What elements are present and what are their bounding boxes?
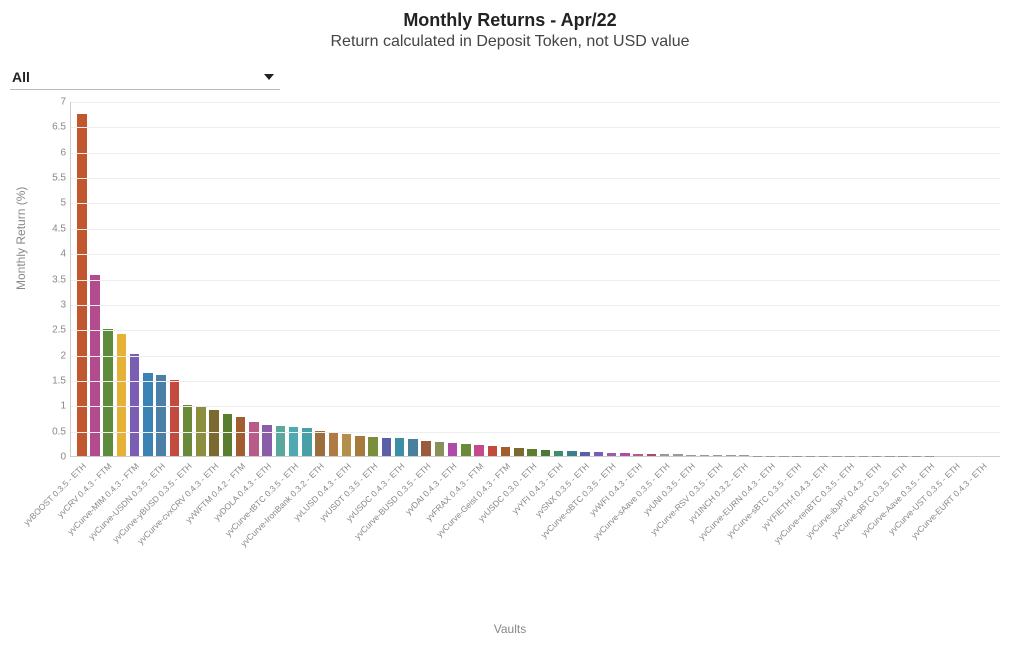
bar[interactable] <box>170 380 180 456</box>
bar[interactable] <box>700 455 710 456</box>
y-tick: 3.5 <box>41 274 66 285</box>
bar[interactable] <box>554 451 564 456</box>
grid-line <box>71 356 1000 357</box>
bar[interactable] <box>103 329 113 456</box>
bar[interactable] <box>156 375 166 456</box>
grid-line <box>71 203 1000 204</box>
y-tick: 7 <box>41 97 66 108</box>
grid-line <box>71 406 1000 407</box>
bar[interactable] <box>448 443 458 456</box>
bar[interactable] <box>355 436 365 456</box>
grid-line <box>71 178 1000 179</box>
bar[interactable] <box>368 437 378 456</box>
bar[interactable] <box>739 455 749 456</box>
bar[interactable] <box>501 447 511 456</box>
bar[interactable] <box>620 453 630 456</box>
bar[interactable] <box>647 454 657 456</box>
bar[interactable] <box>408 439 418 456</box>
bar[interactable] <box>726 455 736 456</box>
bar[interactable] <box>183 405 193 456</box>
chart-titles: Monthly Returns - Apr/22 Return calculat… <box>0 0 1020 51</box>
grid-line <box>71 102 1000 103</box>
y-tick: 4 <box>41 249 66 260</box>
grid-line <box>71 381 1000 382</box>
grid-line <box>71 330 1000 331</box>
bar[interactable] <box>766 456 776 457</box>
x-axis-label: Vaults <box>494 622 526 636</box>
y-tick: 0.5 <box>41 426 66 437</box>
bar[interactable] <box>223 414 233 456</box>
bar[interactable] <box>713 455 723 456</box>
bar[interactable] <box>514 448 524 456</box>
chart: 00.511.522.533.544.555.566.57 yvBOOST 0.… <box>70 102 1000 577</box>
bar[interactable] <box>527 449 537 456</box>
bar[interactable] <box>117 334 127 456</box>
bar[interactable] <box>474 445 484 456</box>
filter-label: All <box>12 69 30 85</box>
y-tick: 1 <box>41 401 66 412</box>
bar[interactable] <box>488 446 498 456</box>
x-labels: yvBOOST 0.3.5 - ETHyvCRV 0.4.3 - FTMyvCu… <box>70 457 1000 577</box>
bar[interactable] <box>594 452 604 456</box>
bar[interactable] <box>435 442 445 456</box>
y-tick: 2 <box>41 350 66 361</box>
filter-row: All <box>0 51 1020 90</box>
bar[interactable] <box>673 454 683 456</box>
y-tick: 6.5 <box>41 122 66 133</box>
grid-line <box>71 254 1000 255</box>
bar[interactable] <box>395 438 405 456</box>
y-tick: 2.5 <box>41 325 66 336</box>
bar[interactable] <box>660 454 670 456</box>
chevron-down-icon <box>264 74 274 80</box>
y-tick: 0 <box>41 452 66 463</box>
y-tick: 4.5 <box>41 223 66 234</box>
y-axis-label: Monthly Return (%) <box>14 187 28 290</box>
grid-line <box>71 432 1000 433</box>
y-tick: 5.5 <box>41 173 66 184</box>
grid-line <box>71 229 1000 230</box>
bar[interactable] <box>143 373 153 456</box>
bar[interactable] <box>315 431 325 456</box>
y-tick: 6 <box>41 147 66 158</box>
grid-line <box>71 127 1000 128</box>
bar[interactable] <box>329 433 339 456</box>
bar[interactable] <box>90 275 100 456</box>
chart-title: Monthly Returns - Apr/22 <box>0 10 1020 31</box>
bar[interactable] <box>753 456 763 457</box>
chart-subtitle: Return calculated in Deposit Token, not … <box>0 33 1020 51</box>
bar[interactable] <box>461 444 471 456</box>
bar[interactable] <box>262 425 272 456</box>
bar[interactable] <box>77 114 87 456</box>
bar[interactable] <box>209 410 219 456</box>
y-tick: 3 <box>41 299 66 310</box>
filter-dropdown[interactable]: All <box>10 65 280 90</box>
bar[interactable] <box>276 426 286 456</box>
bar[interactable] <box>130 354 140 456</box>
bar[interactable] <box>541 450 551 456</box>
bar[interactable] <box>633 454 643 456</box>
y-tick: 1.5 <box>41 375 66 386</box>
bar[interactable] <box>567 451 577 456</box>
grid-line <box>71 305 1000 306</box>
bar[interactable] <box>342 434 352 456</box>
plot-area: 00.511.522.533.544.555.566.57 <box>70 102 1000 457</box>
bar[interactable] <box>249 422 259 456</box>
bar[interactable] <box>580 452 590 456</box>
bar[interactable] <box>686 455 696 456</box>
y-tick: 5 <box>41 198 66 209</box>
grid-line <box>71 280 1000 281</box>
bar[interactable] <box>382 438 392 456</box>
bar[interactable] <box>236 417 246 456</box>
bar[interactable] <box>421 441 431 456</box>
grid-line <box>71 153 1000 154</box>
bar[interactable] <box>607 453 617 456</box>
